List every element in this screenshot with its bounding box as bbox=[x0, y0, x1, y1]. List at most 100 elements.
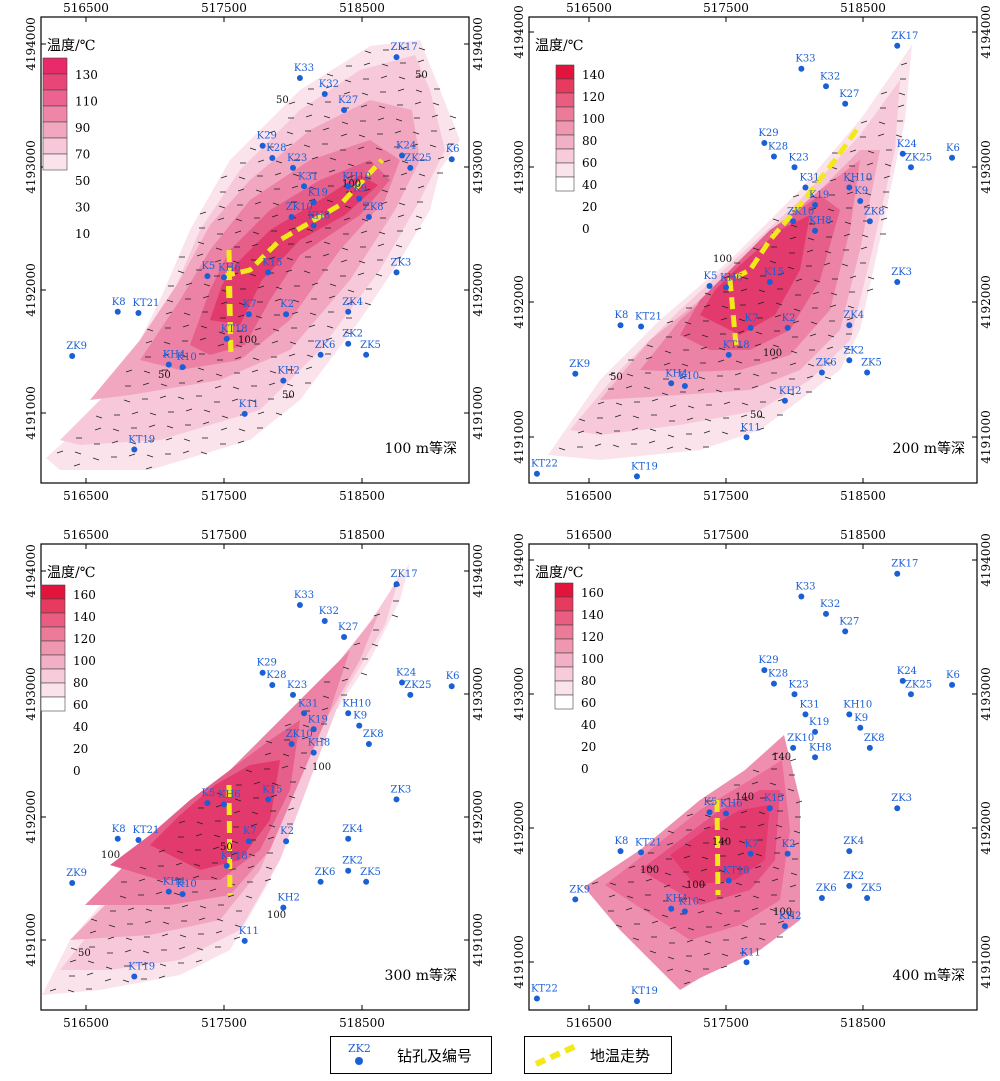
isotherm-segment bbox=[292, 299, 300, 303]
isotherm-segment bbox=[432, 102, 440, 106]
isotherm-segment bbox=[146, 454, 154, 458]
borehole-label: KH4 bbox=[665, 894, 688, 905]
isotherm-segment bbox=[829, 304, 837, 308]
borehole-dot bbox=[798, 593, 805, 600]
map-frame bbox=[528, 16, 978, 484]
borehole-dot bbox=[393, 54, 400, 61]
isotherm-segment bbox=[185, 408, 193, 412]
isotherm-segment bbox=[104, 978, 112, 982]
x-tick-label: 517500 bbox=[703, 528, 749, 542]
y-tick-label: 4191000 bbox=[471, 913, 485, 966]
isotherm-segment bbox=[305, 240, 313, 244]
isotherm-segment bbox=[161, 933, 169, 937]
borehole-dot bbox=[365, 214, 372, 221]
isotherm-segment bbox=[156, 879, 164, 883]
borehole-dot bbox=[723, 810, 729, 817]
contour-label: 50 bbox=[78, 948, 91, 959]
isotherm-segment bbox=[196, 947, 204, 951]
isotherm-segment bbox=[195, 959, 203, 963]
borehole-dot bbox=[301, 710, 308, 717]
isotherm-segment bbox=[844, 347, 852, 351]
isotherm-segment bbox=[302, 724, 310, 728]
legend-tick-label: 60 bbox=[73, 698, 88, 712]
isotherm-segment bbox=[777, 794, 785, 798]
isotherm-segment bbox=[159, 395, 167, 399]
isotherm-segment bbox=[383, 159, 391, 163]
isotherm-segment bbox=[735, 882, 743, 886]
isotherm-segment bbox=[787, 914, 795, 918]
legend-tick-label: 20 bbox=[581, 740, 596, 754]
isotherm-segment bbox=[734, 894, 742, 898]
legend-tick-label: 70 bbox=[75, 148, 90, 162]
borehole-label: K23 bbox=[287, 680, 307, 691]
contour-label: 100 bbox=[101, 850, 120, 861]
isotherm-segment bbox=[73, 463, 81, 467]
isotherm-segment bbox=[364, 50, 372, 54]
borehole-label: KT21 bbox=[132, 298, 159, 309]
isotherm-segment bbox=[684, 843, 692, 847]
isotherm-segment bbox=[299, 766, 307, 770]
x-tick-label: 517500 bbox=[201, 1, 247, 15]
trend-legend-line bbox=[534, 1043, 578, 1067]
isotherm-segment bbox=[720, 965, 728, 969]
legend-swatch bbox=[554, 582, 574, 598]
y-tick-label: 4192000 bbox=[24, 790, 38, 843]
borehole-dot bbox=[812, 227, 819, 234]
borehole-legend-box bbox=[330, 1036, 492, 1074]
isotherm-segment bbox=[648, 440, 656, 444]
legend-swatch bbox=[42, 105, 68, 123]
borehole-label: ZK9 bbox=[569, 359, 590, 370]
isotherm-segment bbox=[235, 218, 243, 222]
isotherm-segment bbox=[645, 878, 653, 882]
isotherm-segment bbox=[830, 292, 838, 296]
isotherm-segment bbox=[649, 950, 657, 954]
isotherm-segment bbox=[70, 947, 78, 951]
isotherm-segment bbox=[238, 302, 246, 306]
isotherm-segment bbox=[687, 405, 695, 409]
isotherm-segment bbox=[823, 262, 831, 266]
isotherm-segment bbox=[793, 308, 801, 312]
x-tick-label: 517500 bbox=[703, 1, 749, 15]
borehole-dot bbox=[681, 382, 688, 389]
isotherm-segment bbox=[663, 362, 671, 366]
isotherm-segment bbox=[180, 354, 188, 358]
borehole-label: ZK2 bbox=[342, 329, 363, 340]
isotherm-segment bbox=[361, 92, 369, 96]
borehole-dot bbox=[288, 214, 295, 221]
borehole-label: ZK8 bbox=[363, 202, 384, 213]
borehole-label: K24 bbox=[897, 139, 917, 150]
isotherm-segment bbox=[343, 91, 351, 95]
y-tick-label: 4192000 bbox=[512, 275, 526, 328]
borehole-dot bbox=[114, 835, 121, 842]
isotherm-segment bbox=[395, 244, 403, 248]
borehole-dot bbox=[345, 183, 352, 190]
isotherm-segment bbox=[326, 325, 334, 329]
borehole-dot bbox=[747, 850, 754, 857]
isotherm-segment bbox=[178, 946, 186, 950]
isotherm-segment bbox=[847, 179, 855, 183]
isotherm-segment bbox=[344, 205, 352, 209]
x-tick-label: 516500 bbox=[63, 1, 109, 15]
isotherm-segment bbox=[220, 175, 228, 179]
isotherm-segment bbox=[177, 396, 185, 400]
isotherm-segment bbox=[612, 444, 620, 448]
isotherm-segment bbox=[203, 283, 211, 287]
isotherm-segment bbox=[829, 178, 837, 182]
isotherm-segment bbox=[790, 872, 798, 876]
isotherm-segment bbox=[723, 797, 731, 801]
isotherm-segment bbox=[67, 989, 75, 993]
borehole-dot bbox=[894, 805, 901, 812]
borehole-dot bbox=[846, 711, 853, 718]
borehole-label: K24 bbox=[396, 668, 416, 679]
isotherm-segment bbox=[329, 157, 337, 161]
isotherm-segment bbox=[715, 389, 723, 393]
borehole-dot bbox=[280, 904, 287, 911]
borehole-dot bbox=[761, 667, 768, 674]
borehole-label: K28 bbox=[768, 141, 788, 152]
isotherm-segment bbox=[418, 47, 426, 51]
borehole-dot bbox=[766, 805, 773, 812]
isotherm-segment bbox=[810, 195, 818, 199]
isotherm-segment bbox=[197, 241, 205, 245]
borehole-label: K6 bbox=[446, 671, 460, 682]
legend-tick-label: 100 bbox=[73, 654, 96, 668]
